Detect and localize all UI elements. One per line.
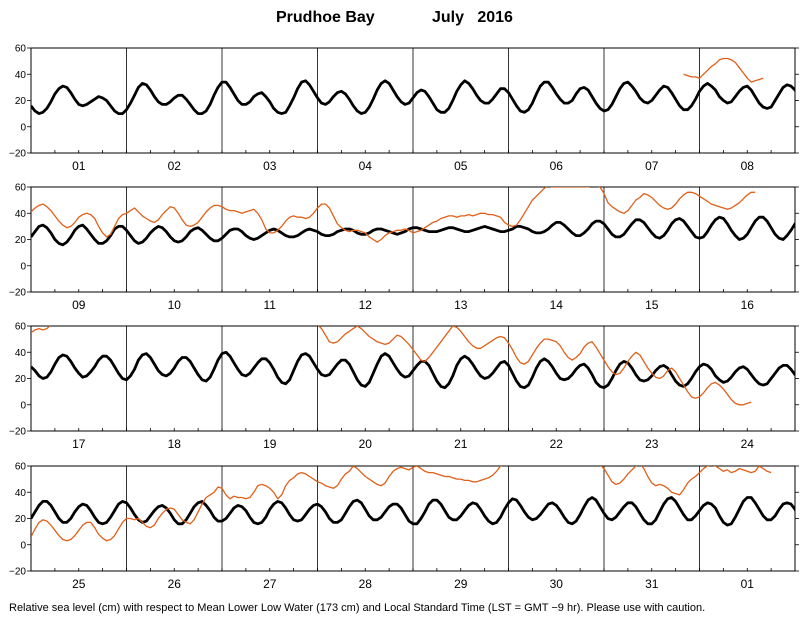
y-tick-label: 40: [15, 209, 27, 220]
day-label: 16: [741, 298, 755, 312]
footnote: Relative sea level (cm) with respect to …: [9, 602, 705, 614]
day-label: 22: [550, 437, 564, 451]
day-label: 18: [168, 437, 182, 451]
day-label: 26: [168, 577, 182, 591]
day-label: 19: [263, 437, 277, 451]
panels: 60 40 20 0 −20 01 02 03 04 05 06 07 08 60 40 20 0 −20 09 10…: [9, 44, 799, 591]
day-label: 20: [359, 437, 373, 451]
day-label: 27: [263, 577, 277, 591]
y-tick-label: 20: [15, 235, 27, 246]
y-tick-label: 40: [15, 348, 27, 359]
y-tick-label: 40: [15, 488, 27, 499]
day-label: 03: [263, 159, 277, 173]
day-label: 15: [645, 298, 659, 312]
panel-4: 60 40 20 0 −20 25 26 27 28 29 30 31 01: [9, 462, 799, 591]
observed-sea-level-line: [31, 466, 772, 542]
y-tick-label: 60: [15, 462, 27, 473]
y-tick-label: 60: [15, 322, 27, 333]
y-tick-label: 20: [15, 96, 27, 107]
day-label: 29: [454, 577, 468, 591]
day-label: 13: [454, 298, 468, 312]
day-label: 28: [359, 577, 373, 591]
day-label: 14: [550, 298, 564, 312]
chart-title-period: July 2016: [432, 9, 513, 26]
y-tick-label: 20: [15, 374, 27, 385]
predicted-tide-line: [31, 350, 795, 390]
y-tick-label: 60: [15, 44, 27, 55]
day-label: 21: [454, 437, 468, 451]
day-label: 09: [72, 298, 86, 312]
y-tick-label: −20: [9, 567, 26, 578]
day-label: 01: [72, 159, 86, 173]
y-tick-label: 0: [20, 122, 26, 133]
day-label: 10: [168, 298, 182, 312]
observed-sea-level-line: [683, 57, 764, 83]
y-tick-label: −20: [9, 288, 26, 299]
day-label: 12: [359, 298, 373, 312]
predicted-tide-line: [31, 496, 795, 527]
day-label: 25: [72, 577, 86, 591]
day-label: 07: [645, 159, 659, 173]
day-label: 11: [264, 298, 277, 312]
y-tick-label: 0: [20, 540, 26, 551]
observed-sea-level-line: [31, 326, 752, 406]
day-label: 04: [359, 159, 373, 173]
panel-3: 60 40 20 0 −20 17 18 19 20 21 22 23 24: [9, 322, 799, 451]
predicted-tide-line: [31, 215, 795, 247]
y-tick-label: 0: [20, 261, 26, 272]
day-label: 06: [550, 159, 564, 173]
y-tick-label: −20: [9, 149, 26, 160]
day-label: 23: [645, 437, 659, 451]
panel-1: 60 40 20 0 −20 01 02 03 04 05 06 07 08: [9, 44, 799, 173]
chart-title-station: Prudhoe Bay: [276, 9, 375, 26]
day-label: 08: [741, 159, 755, 173]
day-label: 01: [741, 577, 755, 591]
day-label: 24: [741, 437, 755, 451]
y-tick-label: 60: [15, 183, 27, 194]
day-label: 17: [72, 437, 86, 451]
y-tick-label: 20: [15, 514, 27, 525]
day-label: 05: [454, 159, 468, 173]
day-label: 30: [550, 577, 564, 591]
y-tick-label: 0: [20, 400, 26, 411]
observed-sea-level-line: [31, 187, 756, 243]
day-label: 02: [168, 159, 182, 173]
y-tick-label: −20: [9, 427, 26, 438]
day-label: 31: [645, 577, 659, 591]
predicted-tide-line: [31, 79, 795, 115]
y-tick-label: 40: [15, 70, 27, 81]
panel-2: 60 40 20 0 −20 09 10 11 12 13 14 15 16: [9, 183, 799, 312]
